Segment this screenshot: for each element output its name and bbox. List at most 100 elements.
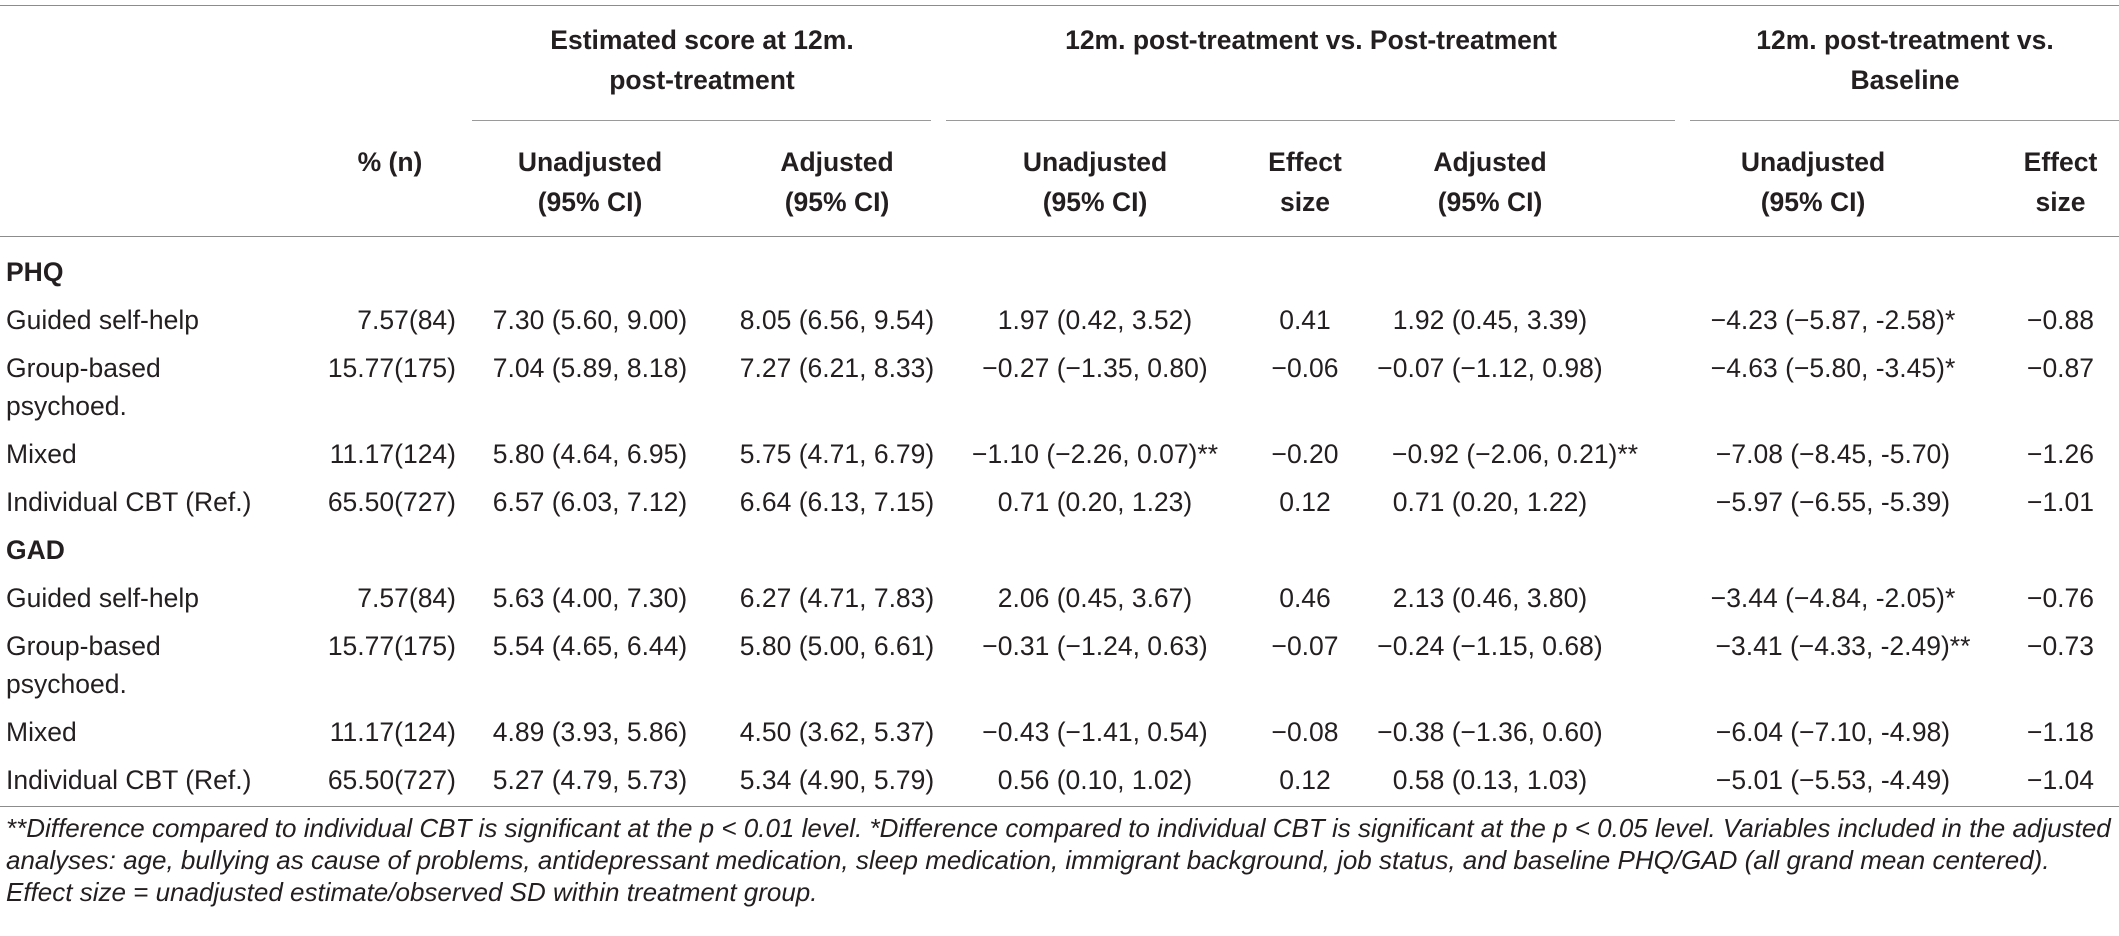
header-bottom-rule (0, 236, 2119, 237)
cell-base-es: −0.88 (2026, 305, 2095, 335)
cell-post-adj: −0.07 (−1.12, 0.98) (1377, 353, 1603, 383)
cell-post-adj: −0.92 (−2.06, 0.21)** (1391, 439, 1639, 469)
cell-base-es: −1.18 (2026, 717, 2095, 747)
cell-pct: 65.50(727) (327, 765, 456, 795)
table-bottom-rule (0, 806, 2119, 807)
col-header-est-unadj-1: Unadjusted (517, 147, 663, 177)
row-name: Guided self-help (6, 583, 199, 613)
row-name: Mixed (6, 439, 77, 469)
cell-base-unadj: −4.23 (−5.87, -2.58)* (1710, 305, 1956, 335)
group1-header-line1: Estimated score at 12m. (550, 25, 854, 55)
cell-base-es: −1.01 (2026, 487, 2095, 517)
col-header-base-unadj-1: Unadjusted (1740, 147, 1886, 177)
cell-post-unadj: 2.06 (0.45, 3.67) (997, 583, 1193, 613)
cell-pct: 11.17(124) (329, 717, 456, 747)
group3-header-line1: 12m. post-treatment vs. (1756, 25, 2054, 55)
group1-header-line2: post-treatment (609, 65, 795, 95)
cell-est-unadj: 5.80 (4.64, 6.95) (492, 439, 688, 469)
col-header-base-es-1: Effect (2023, 147, 2098, 177)
group2-rule (946, 120, 1675, 121)
row-name: Individual CBT (Ref.) (6, 487, 252, 517)
cell-post-unadj: 0.56 (0.10, 1.02) (997, 765, 1193, 795)
cell-post-adj: 0.58 (0.13, 1.03) (1392, 765, 1588, 795)
row-name: Group-based (6, 631, 161, 661)
cell-post-adj: 0.71 (0.20, 1.22) (1392, 487, 1588, 517)
cell-post-es: −0.06 (1271, 353, 1339, 383)
cell-pct: 15.77(175) (327, 631, 456, 661)
cell-post-es: 0.12 (1279, 487, 1331, 517)
cell-est-adj: 6.27 (4.71, 7.83) (739, 583, 935, 613)
cell-est-adj: 5.80 (5.00, 6.61) (739, 631, 935, 661)
cell-post-es: −0.20 (1271, 439, 1339, 469)
cell-base-unadj: −7.08 (−8.45, -5.70) (1715, 439, 1951, 469)
col-header-pct-n: % (n) (357, 147, 423, 177)
col-header-est-unadj-2: (95% CI) (537, 187, 643, 217)
cell-post-adj: 1.92 (0.45, 3.39) (1392, 305, 1588, 335)
row-name-line2: psychoed. (6, 669, 127, 699)
cell-est-unadj: 5.54 (4.65, 6.44) (492, 631, 688, 661)
cell-est-unadj: 7.04 (5.89, 8.18) (492, 353, 688, 383)
cell-pct: 15.77(175) (327, 353, 456, 383)
cell-base-unadj: −6.04 (−7.10, -4.98) (1715, 717, 1951, 747)
cell-pct: 7.57(84) (357, 583, 456, 613)
cell-post-es: −0.07 (1271, 631, 1339, 661)
col-header-post-es-1: Effect (1268, 147, 1342, 177)
cell-post-adj: 2.13 (0.46, 3.80) (1392, 583, 1588, 613)
cell-base-unadj: −5.97 (−6.55, -5.39) (1715, 487, 1951, 517)
col-header-post-adj-1: Adjusted (1433, 147, 1547, 177)
cell-est-unadj: 5.63 (4.00, 7.30) (492, 583, 688, 613)
cell-est-unadj: 6.57 (6.03, 7.12) (492, 487, 688, 517)
col-header-post-es-2: size (1279, 187, 1331, 217)
row-name: Guided self-help (6, 305, 199, 335)
cell-base-unadj: −3.44 (−4.84, -2.05)* (1710, 583, 1956, 613)
cell-pct: 7.57(84) (357, 305, 456, 335)
cell-est-adj: 5.34 (4.90, 5.79) (739, 765, 935, 795)
cell-post-unadj: −0.43 (−1.41, 0.54) (982, 717, 1208, 747)
cell-post-es: 0.46 (1279, 583, 1331, 613)
table-footnote: **Difference compared to individual CBT … (6, 813, 2111, 907)
col-header-post-unadj-1: Unadjusted (1022, 147, 1168, 177)
cell-est-unadj: 7.30 (5.60, 9.00) (492, 305, 688, 335)
cell-pct: 65.50(727) (327, 487, 456, 517)
row-name-line2: psychoed. (6, 391, 127, 421)
cell-pct: 11.17(124) (329, 439, 456, 469)
group3-header-line2: Baseline (1850, 65, 1960, 95)
group1-rule (472, 120, 931, 121)
cell-post-adj: −0.38 (−1.36, 0.60) (1377, 717, 1603, 747)
cell-est-adj: 5.75 (4.71, 6.79) (739, 439, 935, 469)
col-header-base-unadj-2: (95% CI) (1760, 187, 1866, 217)
col-header-est-adj-1: Adjusted (780, 147, 894, 177)
cell-post-unadj: −1.10 (−2.26, 0.07)** (971, 439, 1219, 469)
cell-base-es: −0.73 (2026, 631, 2095, 661)
cell-base-es: −1.26 (2026, 439, 2095, 469)
cell-post-es: −0.08 (1271, 717, 1339, 747)
row-name: Individual CBT (Ref.) (6, 765, 252, 795)
section-label-gad: GAD (6, 535, 65, 565)
col-header-post-adj-2: (95% CI) (1437, 187, 1543, 217)
cell-base-es: −1.04 (2026, 765, 2095, 795)
cell-post-es: 0.41 (1279, 305, 1331, 335)
col-header-post-unadj-2: (95% CI) (1042, 187, 1148, 217)
row-name: Mixed (6, 717, 77, 747)
cell-est-unadj: 5.27 (4.79, 5.73) (492, 765, 688, 795)
table-top-rule (0, 5, 2119, 6)
cell-post-unadj: 1.97 (0.42, 3.52) (997, 305, 1193, 335)
cell-est-adj: 6.64 (6.13, 7.15) (739, 487, 935, 517)
cell-base-es: −0.76 (2026, 583, 2095, 613)
col-header-est-adj-2: (95% CI) (784, 187, 890, 217)
cell-base-unadj: −4.63 (−5.80, -3.45)* (1710, 353, 1956, 383)
cell-post-unadj: −0.31 (−1.24, 0.63) (982, 631, 1208, 661)
group3-rule (1690, 120, 2119, 121)
row-name: Group-based (6, 353, 161, 383)
cell-base-unadj: −5.01 (−5.53, -4.49) (1715, 765, 1951, 795)
cell-est-unadj: 4.89 (3.93, 5.86) (492, 717, 688, 747)
cell-est-adj: 8.05 (6.56, 9.54) (739, 305, 935, 335)
group2-header: 12m. post-treatment vs. Post-treatment (1065, 25, 1557, 55)
cell-post-es: 0.12 (1279, 765, 1331, 795)
col-header-base-es-2: size (2035, 187, 2086, 217)
cell-post-unadj: −0.27 (−1.35, 0.80) (982, 353, 1208, 383)
cell-est-adj: 4.50 (3.62, 5.37) (739, 717, 935, 747)
cell-post-unadj: 0.71 (0.20, 1.23) (997, 487, 1193, 517)
cell-est-adj: 7.27 (6.21, 8.33) (739, 353, 935, 383)
cell-base-unadj: −3.41 (−4.33, -2.49)** (1715, 631, 1971, 661)
